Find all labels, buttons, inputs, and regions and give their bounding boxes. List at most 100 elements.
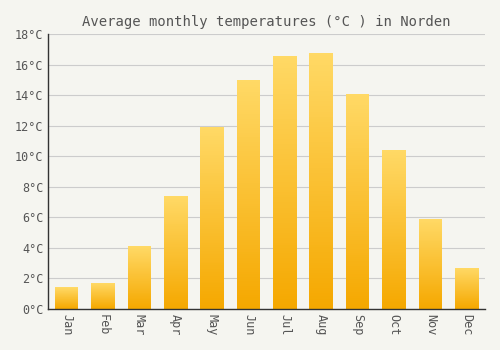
Bar (382, 237, 406, 239)
Bar (310, 147, 333, 150)
Bar (200, 186, 224, 187)
Bar (273, 139, 296, 142)
Bar (418, 243, 442, 244)
Bar (236, 169, 260, 172)
Bar (310, 262, 333, 265)
Bar (164, 243, 188, 244)
Bar (273, 71, 296, 74)
Bar (273, 291, 296, 294)
Bar (128, 247, 151, 248)
Bar (128, 289, 151, 290)
Bar (382, 255, 406, 257)
Bar (310, 283, 333, 286)
Bar (346, 225, 370, 227)
Bar (382, 299, 406, 301)
Bar (418, 259, 442, 260)
Bar (200, 234, 224, 236)
Bar (236, 304, 260, 307)
Bar (128, 302, 151, 303)
Bar (310, 288, 333, 291)
Bar (310, 78, 333, 81)
Bar (128, 259, 151, 260)
Bar (273, 154, 296, 157)
Bar (418, 258, 442, 259)
Bar (310, 150, 333, 153)
Bar (418, 289, 442, 290)
Bar (236, 155, 260, 158)
Bar (455, 282, 478, 283)
Bar (346, 251, 370, 253)
Bar (346, 253, 370, 255)
Bar (273, 273, 296, 276)
Bar (346, 302, 370, 304)
Bar (273, 202, 296, 205)
Bar (200, 231, 224, 232)
Bar (164, 217, 188, 218)
Bar (200, 244, 224, 245)
Bar (200, 127, 224, 129)
Bar (236, 307, 260, 309)
Bar (310, 275, 333, 278)
Bar (382, 191, 406, 193)
Bar (236, 114, 260, 117)
Bar (200, 147, 224, 149)
Bar (346, 143, 370, 145)
Bar (128, 297, 151, 298)
Bar (418, 257, 442, 258)
Bar (310, 130, 333, 132)
Bar (200, 287, 224, 289)
Bar (273, 197, 296, 200)
Bar (236, 300, 260, 302)
Bar (236, 101, 260, 103)
Bar (236, 178, 260, 181)
Bar (236, 229, 260, 231)
Bar (346, 201, 370, 203)
Bar (346, 167, 370, 169)
Bar (418, 301, 442, 302)
Bar (236, 162, 260, 165)
Bar (346, 214, 370, 216)
Bar (418, 270, 442, 271)
Bar (164, 260, 188, 261)
Bar (382, 269, 406, 271)
Bar (164, 229, 188, 230)
Bar (310, 76, 333, 78)
Bar (346, 137, 370, 139)
Bar (164, 274, 188, 275)
Bar (346, 120, 370, 122)
Bar (382, 214, 406, 215)
Bar (164, 306, 188, 307)
Bar (346, 266, 370, 268)
Bar (418, 245, 442, 246)
Bar (418, 247, 442, 248)
Bar (273, 160, 296, 162)
Bar (128, 263, 151, 264)
Bar (236, 290, 260, 293)
Bar (200, 156, 224, 158)
Bar (346, 300, 370, 302)
Bar (310, 160, 333, 163)
Bar (200, 184, 224, 186)
Bar (418, 295, 442, 296)
Bar (455, 278, 478, 279)
Bar (310, 293, 333, 296)
Bar (128, 267, 151, 268)
Bar (200, 200, 224, 202)
Bar (128, 301, 151, 302)
Bar (273, 119, 296, 121)
Bar (200, 173, 224, 175)
Bar (200, 146, 224, 147)
Bar (236, 265, 260, 268)
Bar (382, 188, 406, 190)
Bar (200, 144, 224, 146)
Bar (273, 144, 296, 147)
Bar (273, 299, 296, 301)
Bar (164, 257, 188, 258)
Bar (200, 261, 224, 264)
Bar (164, 269, 188, 271)
Bar (346, 304, 370, 307)
Bar (455, 302, 478, 303)
Bar (164, 278, 188, 279)
Bar (236, 224, 260, 226)
Bar (236, 85, 260, 87)
